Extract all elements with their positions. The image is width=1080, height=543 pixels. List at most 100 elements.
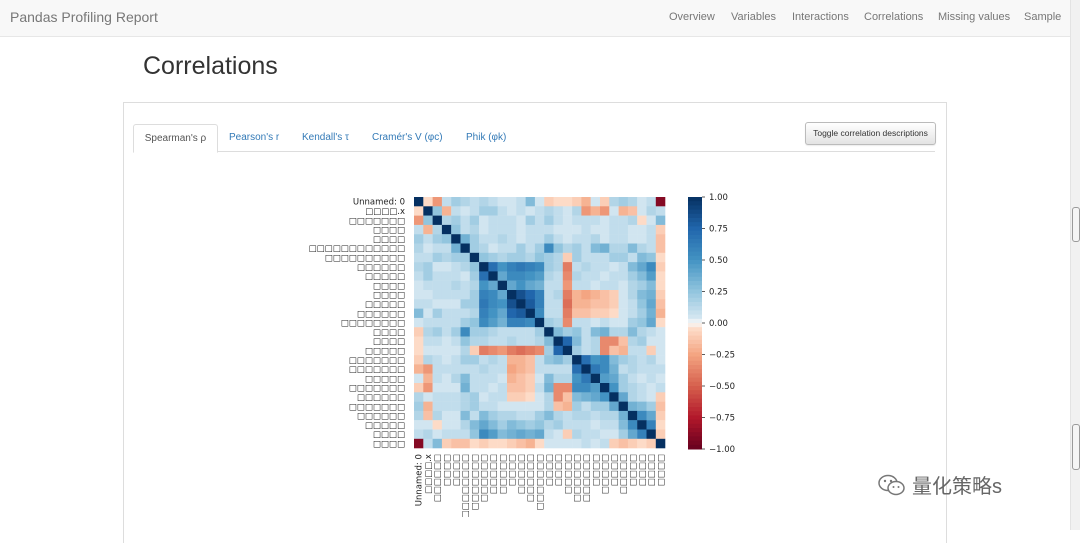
colorbar-segment (688, 331, 702, 337)
nav-variables[interactable]: Variables (731, 11, 777, 23)
heatmap-cell (646, 280, 656, 291)
heatmap-cell (432, 383, 443, 393)
heatmap-cell (525, 383, 536, 393)
heatmap-cell (423, 345, 433, 356)
heatmap-cell (507, 243, 517, 253)
heatmap-cell (479, 224, 489, 235)
colorbar-segment (688, 213, 702, 219)
nav-overview[interactable]: Overview (669, 11, 715, 23)
heatmap-cell (655, 197, 666, 207)
heatmap-cell (469, 438, 480, 449)
scrollbar-handle[interactable] (1072, 424, 1080, 470)
toggle-descriptions-button[interactable]: Toggle correlation descriptions (805, 122, 936, 145)
heatmap-cell (553, 197, 563, 207)
heatmap-cell (432, 429, 443, 439)
heatmap-cell (516, 438, 526, 449)
heatmap-cell (572, 336, 582, 346)
heatmap-cell (637, 299, 647, 309)
row-label: □□□□□ (365, 421, 405, 431)
heatmap-cell (637, 290, 647, 300)
heatmap-cell (488, 262, 498, 272)
heatmap-cell (590, 336, 601, 346)
column-label: □□□□ (647, 454, 657, 486)
colorbar-segment (688, 356, 702, 362)
tab-spearman[interactable]: Spearman's ρ (133, 124, 218, 153)
heatmap-cell (627, 345, 638, 356)
row-label: □□□□□□□ (349, 384, 405, 394)
row-label: □□□□□□□ (349, 365, 405, 375)
heatmap-cell (488, 355, 498, 365)
heatmap-cell (553, 243, 563, 253)
tab-kendall[interactable]: Kendall's τ (302, 132, 349, 143)
heatmap-cell (488, 373, 498, 384)
heatmap-cell (432, 252, 443, 263)
heatmap-cell (479, 410, 489, 421)
vertical-scrollbar[interactable] (1070, 0, 1080, 530)
heatmap-cell (497, 271, 508, 281)
heatmap-cell (469, 234, 480, 244)
colorbar-segment (688, 289, 702, 295)
heatmap-cell (497, 410, 508, 421)
brand-title[interactable]: Pandas Profiling Report (10, 9, 158, 25)
heatmap-cell (423, 364, 433, 374)
heatmap-cell (562, 420, 573, 430)
heatmap-cell (534, 336, 545, 346)
tab-phik[interactable]: Phik (φk) (466, 132, 507, 143)
nav-missing-values[interactable]: Missing values (938, 11, 1011, 23)
heatmap-cell (655, 271, 666, 281)
heatmap-cell (525, 373, 536, 384)
heatmap-cell (414, 262, 424, 272)
row-label: □□□□□□□ (349, 216, 405, 226)
heatmap-cell (581, 364, 591, 374)
colorbar-segment (688, 377, 702, 383)
heatmap-cell (460, 234, 470, 244)
heatmap-cell (637, 336, 647, 346)
heatmap-cell (590, 308, 601, 319)
heatmap-cell (451, 206, 461, 216)
heatmap-cell (646, 438, 656, 449)
heatmap-cell (581, 243, 591, 253)
tab-cramers-v[interactable]: Cramér's V (φc) (372, 132, 443, 143)
heatmap-cell (553, 373, 563, 384)
heatmap-cell (534, 355, 545, 365)
heatmap-cell (479, 280, 489, 291)
heatmap-cell (590, 410, 601, 421)
heatmap-cell (460, 224, 470, 235)
heatmap-cell (479, 271, 489, 281)
heatmap-cell (441, 373, 452, 384)
heatmap-cell (432, 438, 443, 449)
colorbar-segment (688, 432, 702, 437)
heatmap-cell (581, 271, 591, 281)
nav-correlations[interactable]: Correlations (864, 11, 924, 23)
scrollbar-thumb[interactable] (1072, 207, 1080, 242)
heatmap-cell (646, 364, 656, 374)
row-label: □□□□ (373, 291, 405, 301)
heatmap-cell (637, 252, 647, 263)
nav-sample[interactable]: Sample (1024, 11, 1062, 23)
heatmap-cell (553, 206, 563, 216)
tab-pearson[interactable]: Pearson's r (229, 132, 280, 143)
heatmap-cell (655, 355, 666, 365)
colorbar-segment (688, 436, 702, 442)
heatmap-cell (441, 401, 452, 412)
heatmap-cell (497, 438, 508, 449)
row-label: □□□□□ (365, 272, 405, 282)
heatmap-cell (646, 252, 656, 263)
heatmap-cell (488, 290, 498, 300)
heatmap-cell (488, 438, 498, 449)
heatmap-cell (600, 345, 610, 356)
heatmap-cell (479, 243, 489, 253)
heatmap-cell (572, 364, 582, 374)
heatmap-cell (423, 383, 433, 393)
heatmap-cell (618, 420, 629, 430)
heatmap-cell (627, 401, 638, 412)
heatmap-cell (534, 224, 545, 235)
heatmap-cell (479, 197, 489, 207)
nav-interactions[interactable]: Interactions (792, 11, 849, 23)
heatmap-cell (423, 420, 433, 430)
heatmap-cell (516, 392, 526, 402)
heatmap-cell (646, 262, 656, 272)
heatmap-cell (525, 262, 536, 272)
heatmap-cell (581, 392, 591, 402)
heatmap-cell (488, 280, 498, 291)
